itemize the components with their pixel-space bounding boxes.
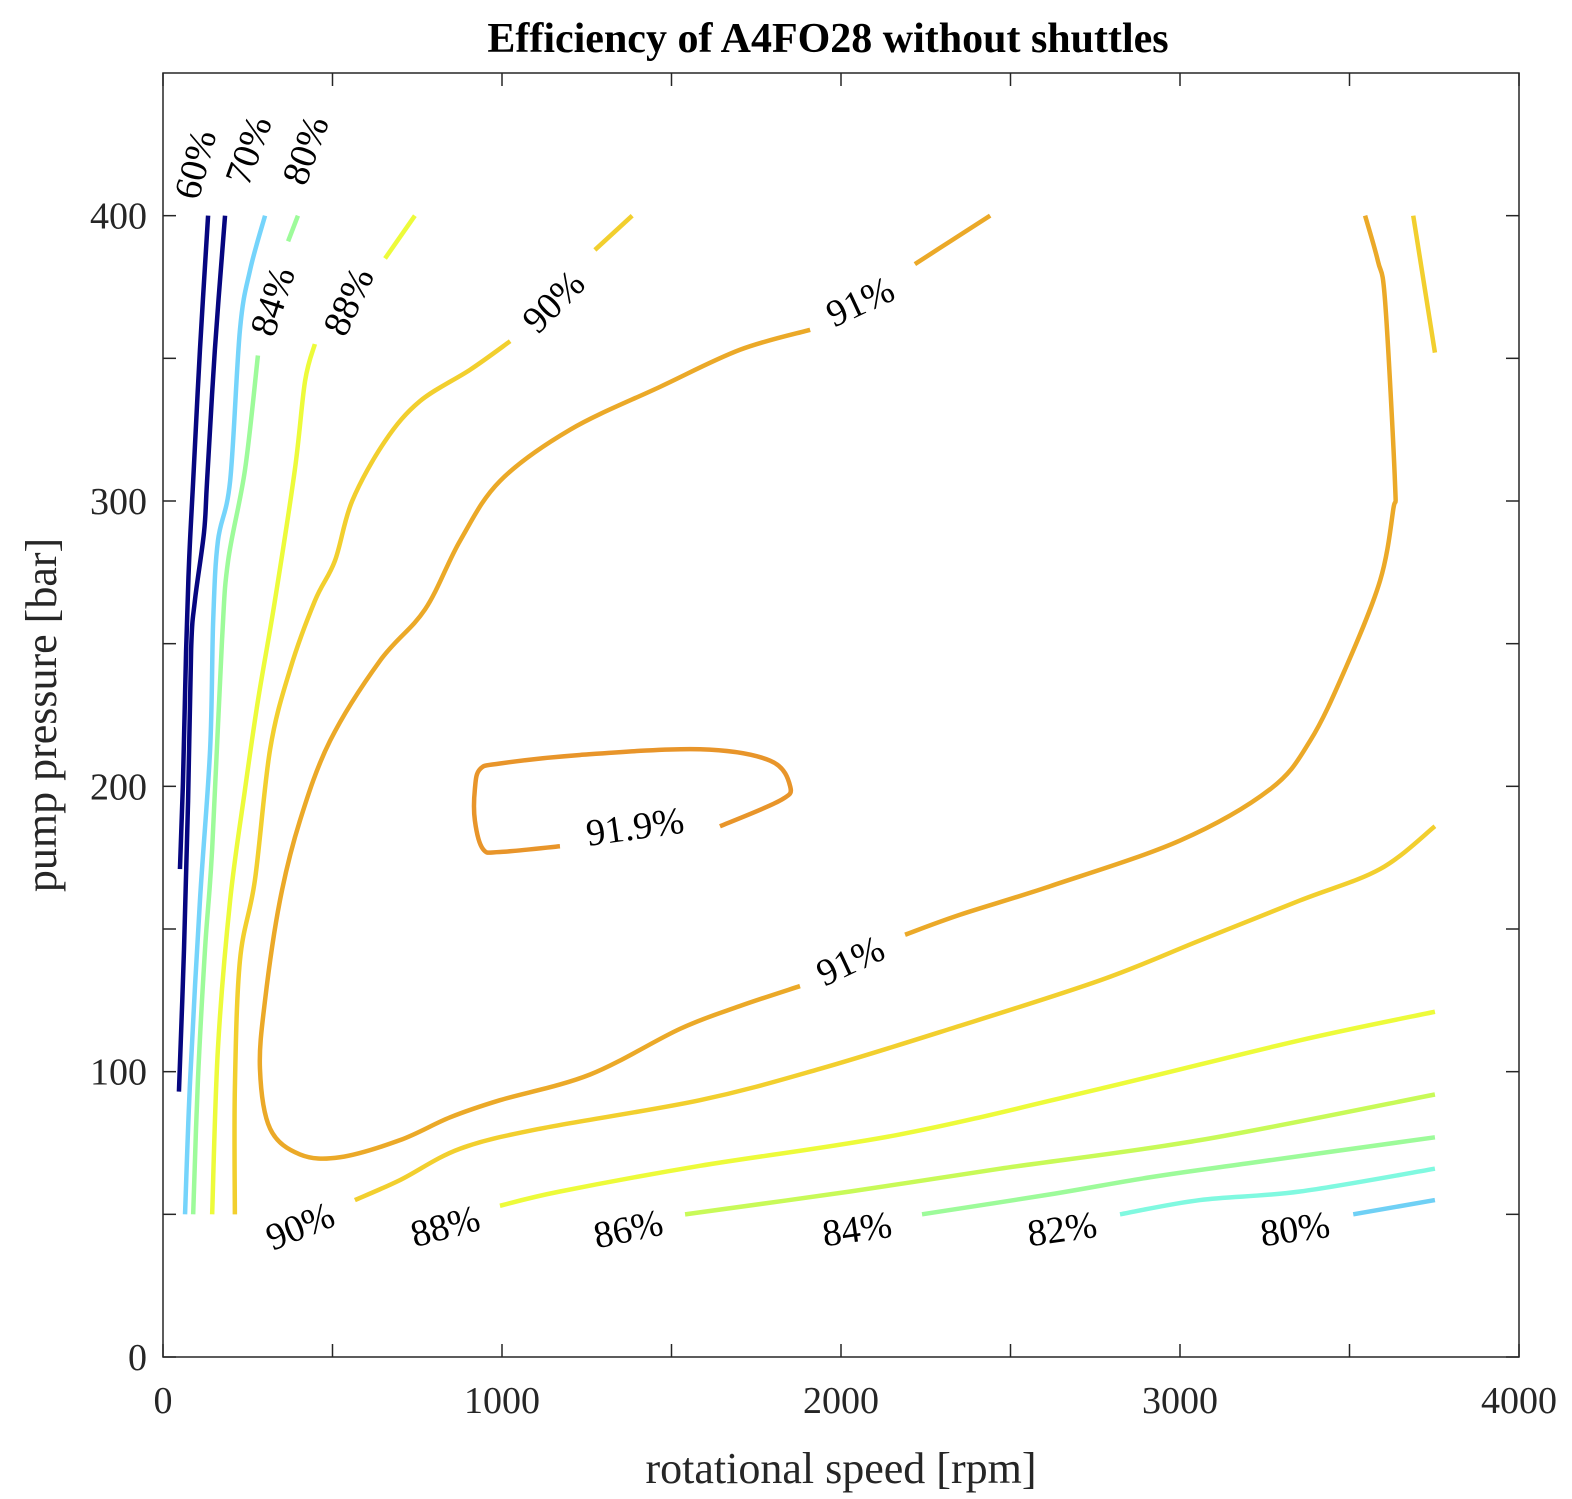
contour-lines: [176, 213, 1438, 1217]
contour-line-84pct: [190, 355, 261, 1215]
axis-ticks: 0 1000 2000 3000 4000 0 100 200 300 400: [90, 73, 1557, 1422]
contour-label: 84%: [820, 1204, 895, 1255]
contour-line-84pct: [285, 214, 301, 243]
x-axis-label: rotational speed [rpm]: [646, 1444, 1037, 1493]
contour-line-80pct: [1352, 1197, 1436, 1217]
plot-area: [162, 72, 1520, 1358]
contour-line-70pct: [176, 215, 228, 1092]
x-tick-label: 0: [154, 1380, 173, 1422]
x-tick-label: 4000: [1481, 1380, 1557, 1422]
y-tick-label: 400: [90, 196, 147, 238]
contour-line-91pct: [904, 215, 1398, 937]
y-tick-label: 100: [90, 1052, 147, 1094]
x-tick-label: 1000: [464, 1380, 540, 1422]
x-tick-label: 2000: [803, 1380, 879, 1422]
contour-line-90pct: [353, 824, 1437, 1203]
contour-line-88pct: [383, 214, 417, 260]
contour-line-88pct: [499, 1009, 1436, 1208]
y-tick-label: 200: [90, 766, 147, 808]
x-tick-label: 3000: [1142, 1380, 1218, 1422]
contour-line-84pct: [921, 1135, 1436, 1217]
chart-title: Efficiency of A4FO28 without shuttles: [487, 16, 1168, 62]
contour-line-91pct: [913, 213, 992, 267]
contour-line-90pct: [593, 214, 634, 252]
contour-line-86pct: [684, 1092, 1436, 1217]
y-tick-label: 300: [90, 481, 147, 523]
contour-line-88pct: [209, 343, 318, 1215]
y-tick-label: 0: [128, 1337, 147, 1379]
y-axis-label: pump pressure [bar]: [17, 538, 66, 892]
contour-line-91-9pct: [471, 746, 794, 855]
contour-label: 82%: [1025, 1204, 1100, 1255]
contour-line-60pct: [177, 215, 211, 870]
contour-line-91pct: [257, 327, 811, 1161]
contour-line-80pct: [182, 215, 268, 1215]
contour-label: 80%: [1258, 1204, 1333, 1255]
contour-line-82pct: [1119, 1166, 1436, 1217]
contour-line-90pct: [1411, 215, 1438, 353]
contour-line-90pct: [232, 339, 512, 1215]
